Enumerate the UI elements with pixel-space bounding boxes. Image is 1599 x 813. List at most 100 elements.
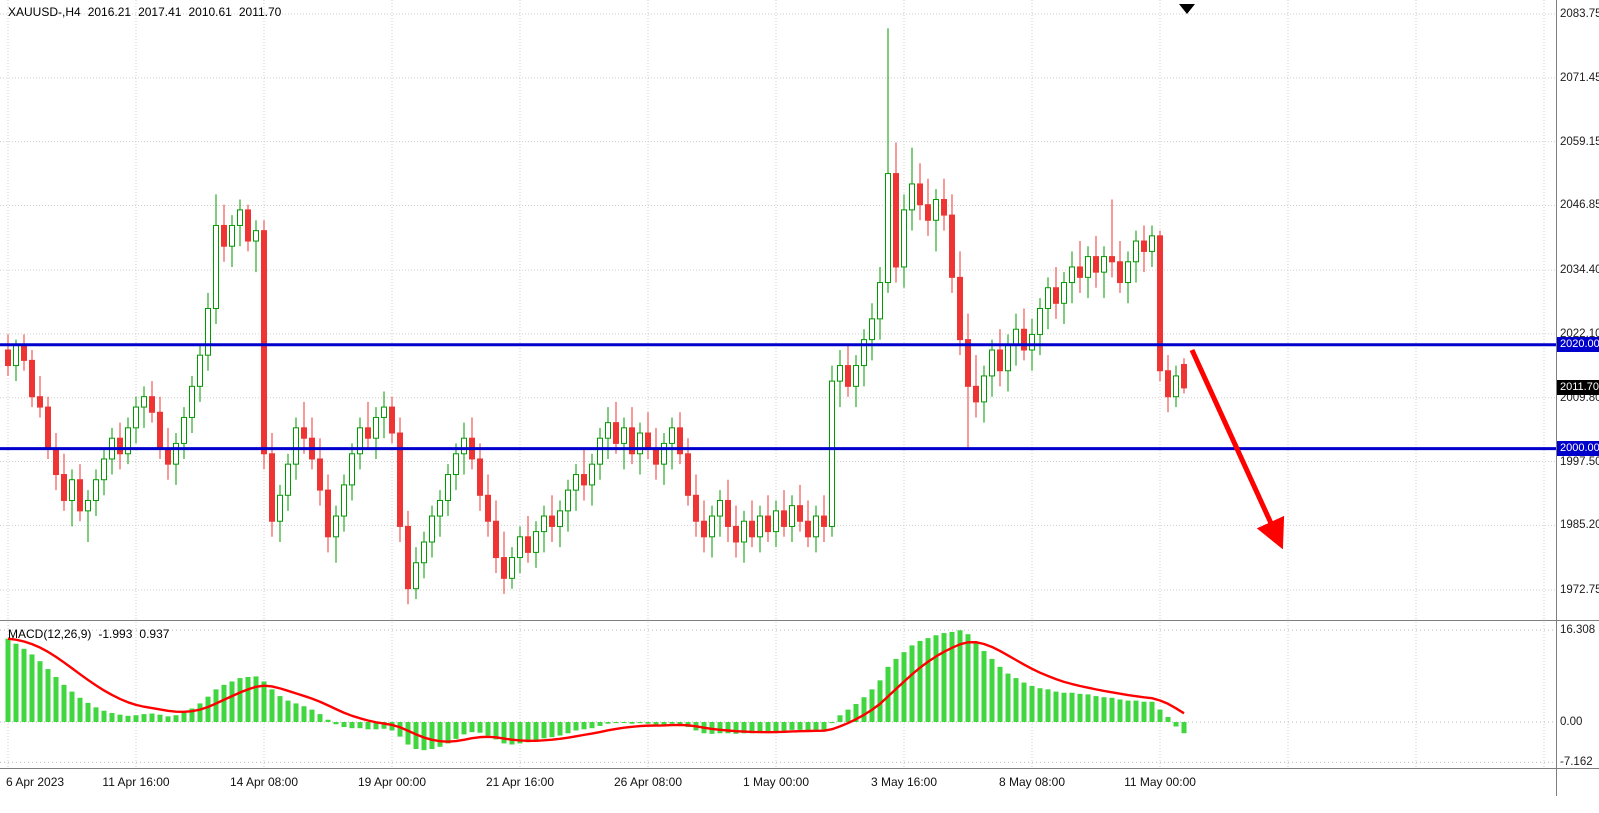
candle-body bbox=[789, 505, 795, 527]
candle-body bbox=[349, 453, 355, 486]
price-axis[interactable]: 2083.75 2071.45 2059.15 2046.85 2034.40 2022.… bbox=[1557, 0, 1599, 796]
macd-histogram-bar bbox=[725, 722, 731, 734]
candle-body bbox=[509, 557, 515, 579]
macd-histogram-bar bbox=[253, 676, 259, 722]
candle-body bbox=[37, 396, 43, 408]
candle-body bbox=[197, 354, 203, 387]
candle-body bbox=[125, 427, 131, 455]
macd-histogram-bar bbox=[1109, 697, 1115, 722]
candle-body bbox=[189, 385, 195, 418]
candle-body bbox=[581, 474, 587, 486]
candle-body bbox=[141, 396, 147, 408]
macd-histogram-bar bbox=[325, 719, 331, 722]
candle-body bbox=[5, 349, 11, 367]
candle-body bbox=[605, 422, 611, 439]
macd-histogram-bar bbox=[1117, 699, 1123, 722]
time-axis[interactable]: 6 Apr 2023 11 Apr 16:00 14 Apr 08:00 19 Apr… bbox=[0, 769, 1556, 813]
macd-histogram-bar bbox=[645, 722, 651, 724]
candle-body bbox=[277, 494, 283, 522]
candle-body bbox=[693, 494, 699, 522]
candle-body bbox=[997, 349, 1003, 372]
time-axis-label: 26 Apr 08:00 bbox=[613, 775, 683, 789]
candle-body bbox=[205, 307, 211, 356]
candle-body bbox=[133, 406, 139, 429]
candle-body bbox=[453, 453, 459, 476]
macd-histogram-bar bbox=[629, 722, 635, 724]
candle-body bbox=[613, 422, 619, 444]
macd-histogram-bar bbox=[21, 648, 27, 722]
candle-body bbox=[373, 416, 379, 439]
macd-histogram-bar bbox=[573, 722, 579, 731]
candle-body bbox=[549, 515, 555, 527]
macd-histogram-bar bbox=[949, 631, 955, 722]
candle-body bbox=[725, 499, 731, 527]
macd-histogram-bar bbox=[485, 722, 491, 736]
macd-histogram-bar bbox=[189, 708, 195, 722]
macd-histogram-bar bbox=[1181, 722, 1187, 734]
macd-histogram-bar bbox=[501, 722, 507, 744]
candle-body bbox=[1085, 256, 1091, 278]
candle-body bbox=[645, 432, 651, 450]
macd-histogram-bar bbox=[37, 661, 43, 722]
macd-histogram-bar bbox=[1085, 694, 1091, 722]
candle-body bbox=[29, 359, 35, 398]
macd-axis-label: 0.00 bbox=[1560, 716, 1583, 728]
time-axis-divider bbox=[0, 768, 1599, 769]
candle-body bbox=[1141, 240, 1147, 252]
macd-histogram-bar bbox=[53, 676, 59, 722]
main-chart-surface[interactable] bbox=[0, 0, 1556, 620]
macd-histogram-bar bbox=[173, 715, 179, 722]
macd-histogram-bar bbox=[533, 722, 539, 741]
macd-histogram-bar bbox=[197, 703, 203, 722]
time-axis-label: 1 May 00:00 bbox=[742, 775, 810, 789]
candle-body bbox=[1133, 240, 1139, 263]
macd-histogram-bar bbox=[973, 642, 979, 722]
candle-body bbox=[269, 453, 275, 522]
candle-body bbox=[973, 385, 979, 403]
candle-body bbox=[685, 453, 691, 496]
macd-histogram-bar bbox=[869, 689, 875, 722]
candle-body bbox=[621, 427, 627, 444]
macd-histogram-bar bbox=[1077, 693, 1083, 722]
candle-body bbox=[245, 209, 251, 242]
macd-histogram-bar bbox=[917, 640, 923, 722]
candle-body bbox=[781, 510, 787, 527]
macd-histogram-bar bbox=[1173, 722, 1179, 727]
candle-body bbox=[917, 183, 923, 206]
candle-body bbox=[661, 442, 667, 465]
candle-body bbox=[253, 230, 259, 242]
candle-body bbox=[733, 525, 739, 543]
candle-body bbox=[1005, 344, 1011, 372]
candle-body bbox=[413, 562, 419, 590]
trend-arrow[interactable] bbox=[1189, 348, 1285, 550]
symbol-ohlc-label: XAUUSD-,H4 2016.21 2017.41 2010.61 2011.70 bbox=[8, 5, 288, 19]
macd-histogram-bar bbox=[29, 654, 35, 722]
candle-body bbox=[365, 427, 371, 439]
candle-body bbox=[381, 406, 387, 418]
macd-panel-surface[interactable] bbox=[0, 622, 1556, 768]
candle-body bbox=[229, 224, 235, 247]
macd-histogram-bar bbox=[757, 722, 763, 733]
macd-histogram-bar bbox=[589, 722, 595, 729]
candle-body bbox=[877, 282, 883, 320]
macd-histogram-bar bbox=[277, 696, 283, 722]
macd-histogram-bar bbox=[797, 722, 803, 730]
macd-histogram-bar bbox=[77, 697, 83, 722]
macd-histogram-bar bbox=[213, 689, 219, 722]
macd-histogram-bar bbox=[1029, 685, 1035, 722]
macd-histogram-bar bbox=[389, 722, 395, 731]
macd-signal-line bbox=[7, 637, 1185, 743]
macd-histogram-bar bbox=[861, 697, 867, 722]
candle-body bbox=[405, 525, 411, 590]
macd-histogram-bar bbox=[461, 722, 467, 735]
macd-histogram-bar bbox=[61, 684, 67, 722]
macd-histogram-bar bbox=[493, 722, 499, 740]
panel-divider[interactable] bbox=[0, 620, 1599, 621]
macd-histogram-bar bbox=[229, 681, 235, 722]
macd-histogram-bar bbox=[669, 722, 675, 724]
macd-histogram-bar bbox=[853, 703, 859, 722]
candle-body bbox=[477, 458, 483, 496]
level-price-badge: 2020.00 bbox=[1557, 336, 1599, 352]
candle-body bbox=[837, 365, 843, 382]
